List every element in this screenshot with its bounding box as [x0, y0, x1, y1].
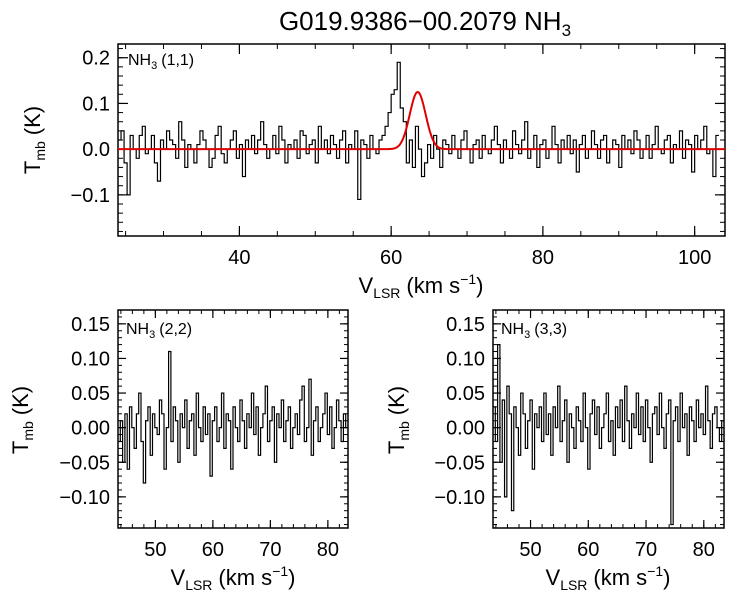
panel-nh3-33-ytick-label-2: 0.00 — [446, 418, 485, 440]
panel-nh3-22-label: NH3 (2,2) — [126, 321, 192, 341]
panel-nh3-22-xtick-label-3: 80 — [317, 539, 339, 561]
panel-nh3-11-spectrum — [118, 61, 719, 201]
panel-nh3-11-xlabel: VLSR (km s−1) — [359, 271, 484, 301]
panel-nh3-22-ytick-label-2: 0.00 — [71, 418, 110, 440]
panel-nh3-22-ytick-label-4: 0.10 — [71, 348, 110, 370]
panel-nh3-22-ytick-label-1: −0.05 — [59, 452, 110, 474]
panel-nh3-33-ytick-label-4: 0.10 — [446, 348, 485, 370]
panel-nh3-22: 50 60 70 80 −0.10 −0.05 0.00 0.05 0.10 0.15 NH3 (2… — [8, 309, 349, 593]
panel-nh3-33-ytick-label-0: −0.10 — [434, 487, 485, 509]
panel-nh3-22-ylabel: Tmb(K) — [8, 386, 36, 454]
panel-nh3-33-label: NH3 (3,3) — [501, 321, 567, 341]
panel-nh3-33-ytick-label-5: 0.15 — [446, 314, 485, 336]
panel-nh3-22-frame — [117, 309, 349, 529]
panel-nh3-11-xtick-label-2: 80 — [532, 247, 554, 269]
panel-nh3-11-xtick-label-3: 100 — [678, 247, 711, 269]
panel-nh3-33-xtick-label-1: 60 — [577, 539, 599, 561]
panel-nh3-22-xtick-label-2: 70 — [259, 539, 281, 561]
panel-nh3-11-ylabel: Tmb(K) — [20, 106, 48, 174]
panel-nh3-33: 50 60 70 80 −0.10 −0.05 0.00 0.05 0.10 0.15 NH3 (3… — [384, 309, 725, 593]
panel-nh3-33-ylabel: Tmb(K) — [384, 386, 412, 454]
panel-nh3-22-ytick-label-5: 0.15 — [71, 314, 110, 336]
title-subscript: 3 — [562, 21, 571, 40]
panel-nh3-33-frame — [492, 309, 725, 529]
panel-nh3-33-xtick-label-3: 80 — [693, 539, 715, 561]
panel-nh3-11-xtick-label-1: 60 — [380, 247, 402, 269]
panel-nh3-22-ytick-label-0: −0.10 — [59, 487, 110, 509]
panel-nh3-11-gaussian-fit — [118, 90, 725, 151]
panel-nh3-33-spectrum — [493, 344, 724, 526]
panel-nh3-33-xtick-label-0: 50 — [519, 539, 541, 561]
panel-nh3-33-xtick-label-2: 70 — [635, 539, 657, 561]
panel-nh3-11-xtick-label-0: 40 — [228, 247, 250, 269]
panel-nh3-11-ytick-label-3: 0.2 — [82, 48, 110, 70]
panel-nh3-33-ytick-label-3: 0.05 — [446, 383, 485, 405]
panel-nh3-22-xtick-label-1: 60 — [202, 539, 224, 561]
panel-nh3-11: 40 60 80 100 −0.1 0.0 0.1 0.2 NH3 (1,1) VLSR (km … — [20, 43, 726, 301]
panel-nh3-22-ytick-label-3: 0.05 — [71, 383, 110, 405]
panel-nh3-22-spectrum — [118, 350, 348, 484]
figure-title: G019.9386−00.2079 NH3 — [279, 6, 571, 40]
panel-nh3-22-xlabel: VLSR (km s−1) — [171, 563, 296, 593]
panel-nh3-33-ytick-label-1: −0.05 — [434, 452, 485, 474]
panel-nh3-11-ytick-label-0: −0.1 — [71, 185, 110, 207]
panel-nh3-22-xtick-label-0: 50 — [144, 539, 166, 561]
panel-nh3-11-ytick-label-1: 0.0 — [82, 139, 110, 161]
panel-nh3-33-xlabel: VLSR (km s−1) — [546, 563, 671, 593]
panel-nh3-11-label: NH3 (1,1) — [128, 52, 194, 72]
title-main: G019.9386−00.2079 NH — [279, 6, 562, 36]
panel-nh3-11-ytick-label-2: 0.1 — [82, 93, 110, 115]
